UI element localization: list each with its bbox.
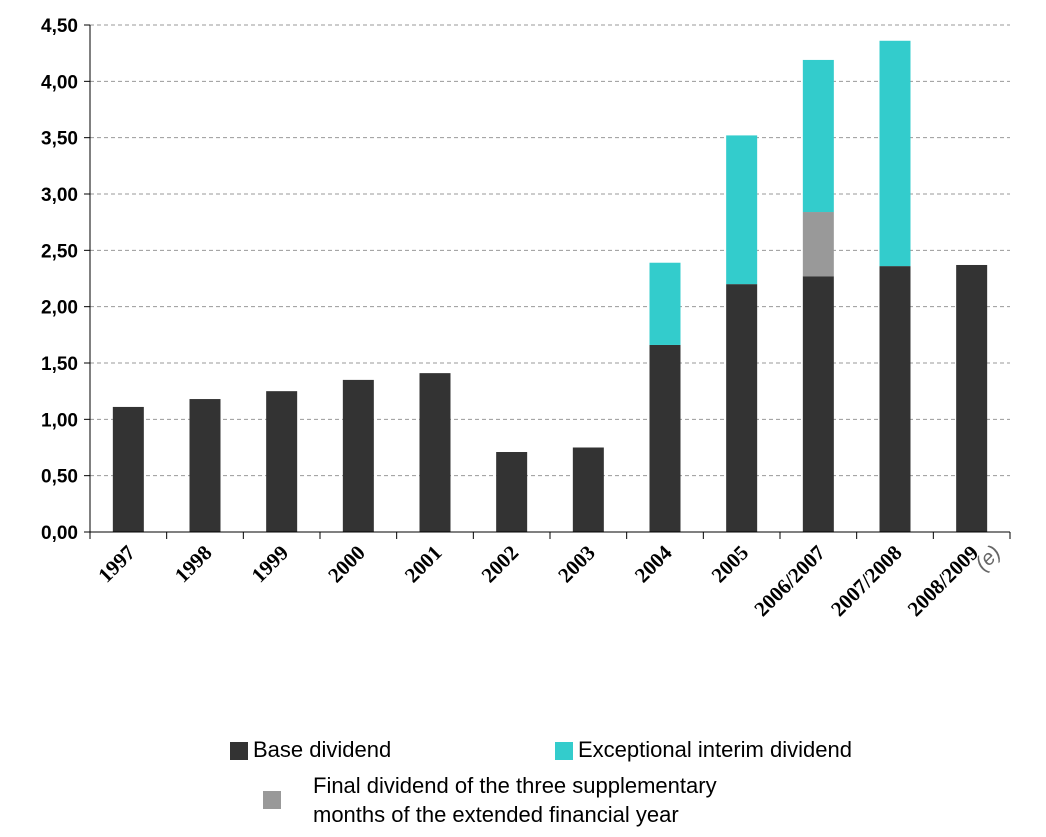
estimate-note: (e) — [971, 541, 1005, 575]
bar-exceptional — [726, 135, 758, 285]
y-tick-label: 3,00 — [41, 185, 78, 206]
bar-base — [189, 399, 221, 532]
legend-swatch-final — [263, 791, 281, 809]
x-axis-ticks: 1997 1998 1999 2000 2001 2002 2003 2004 20052006… — [93, 540, 1005, 621]
x-tick-label: 2002 — [477, 541, 524, 588]
legend-label-exceptional: Exceptional interim dividend — [578, 737, 852, 762]
bar-base — [496, 452, 528, 532]
x-tick-label: 1997 — [93, 541, 140, 588]
y-tick-label: 3,50 — [41, 129, 78, 150]
axes — [84, 24, 1011, 539]
legend-label-final-line1: Final dividend of the three supplementar… — [313, 773, 717, 798]
y-axis-ticks: 0,00 0,50 1,00 1,50 2,00 2,50 3,00 3,50 4,00 4,50 — [41, 16, 78, 544]
x-tick-label: 1998 — [170, 541, 217, 588]
y-tick-label: 0,50 — [41, 467, 78, 488]
x-tick-label: 2007/2008 — [826, 541, 906, 621]
bars — [112, 40, 988, 532]
bar-base — [956, 264, 988, 532]
bar-base — [419, 373, 451, 532]
bar-base — [266, 391, 298, 532]
y-tick-label: 4,50 — [41, 16, 78, 37]
y-tick-label: 0,00 — [41, 523, 78, 544]
y-tick-label: 2,50 — [41, 241, 78, 262]
y-tick-label: 1,50 — [41, 354, 78, 375]
legend-swatch-base — [230, 742, 248, 760]
bar-base — [802, 276, 834, 532]
bar-chart: 0,00 0,50 1,00 1,50 2,00 2,50 3,00 3,50 4,00 4,50… — [41, 16, 1011, 621]
x-tick-label: 2001 — [400, 541, 447, 588]
y-tick-label: 4,00 — [41, 72, 78, 93]
bar-exceptional — [802, 59, 834, 213]
bar-base — [649, 344, 681, 532]
x-tick-label: 1999 — [247, 541, 294, 588]
bar-base — [879, 266, 911, 532]
x-tick-label: 2006/2007 — [749, 541, 829, 621]
x-tick-label: 2003 — [553, 541, 600, 588]
bar-base — [342, 379, 374, 532]
bar-base — [112, 406, 144, 532]
bar-base — [726, 284, 758, 532]
y-tick-label: 2,00 — [41, 298, 78, 319]
bar-exceptional — [879, 40, 911, 267]
bar-final — [802, 212, 834, 277]
bar-base — [572, 447, 604, 532]
x-tick-label: 2004 — [630, 540, 677, 587]
x-tick-label: 2008/2009 — [903, 541, 983, 621]
x-tick-label: 2000 — [323, 541, 370, 588]
gridlines — [90, 24, 1010, 477]
legend-label-final-line2: months of the extended financial year — [313, 802, 679, 827]
legend-swatch-exceptional — [555, 742, 573, 760]
x-tick-label: 2005 — [707, 541, 754, 588]
bar-exceptional — [649, 262, 681, 345]
legend-label-base: Base dividend — [253, 737, 392, 762]
y-tick-label: 1,00 — [41, 410, 78, 431]
